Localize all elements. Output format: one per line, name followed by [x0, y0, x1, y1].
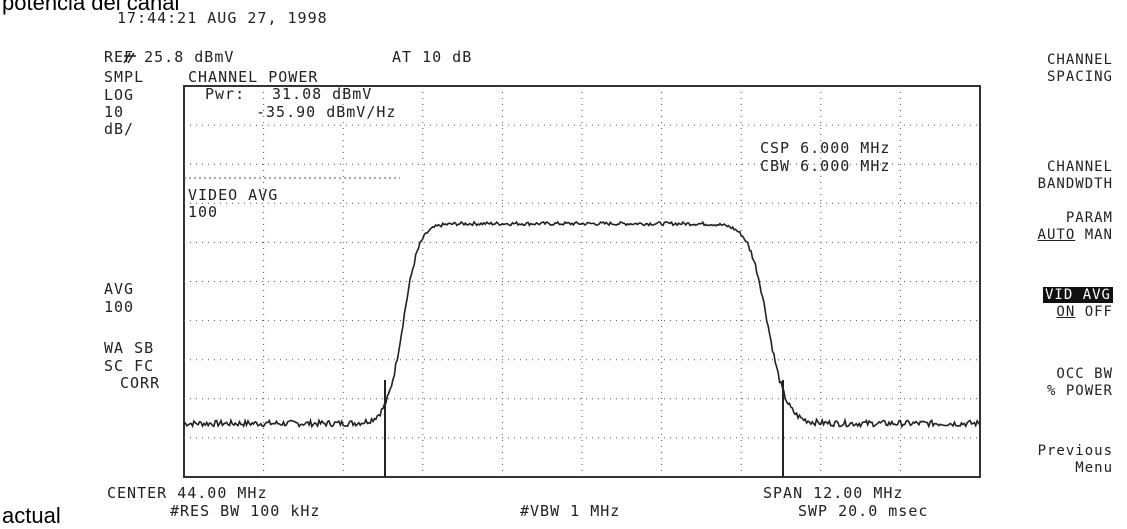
channel-bandwidth-softkey[interactable]: CHANNEL BANDWDTH	[1038, 159, 1113, 193]
occ-bw-line1: OCC BW	[1056, 366, 1113, 382]
video-avg-value: 100	[188, 203, 219, 221]
measurement-title: CHANNEL POWER	[188, 68, 319, 86]
center-frequency: CENTER 44.00 MHz	[107, 484, 268, 502]
sweep-time: SWP 20.0 msec	[798, 502, 929, 520]
vid-avg-off: OFF	[1084, 304, 1113, 320]
wa-sb: WA SB	[104, 339, 155, 357]
timestamp: 17:44:21 AUG 27, 1998	[117, 9, 328, 27]
caption-bottom: actual	[2, 503, 61, 528]
hp-logo-icon	[104, 30, 137, 64]
occ-bw-softkey[interactable]: OCC BW % POWER	[1047, 366, 1113, 400]
previous-menu-softkey[interactable]: Previous Menu	[1038, 443, 1113, 477]
scale-value: 10	[104, 103, 125, 121]
power-value: 31.08 dBmV	[272, 85, 373, 103]
channel-bandwidth-line2: BANDWDTH	[1037, 176, 1113, 192]
vid-avg-title: VID AVG	[1042, 287, 1113, 303]
avg-label: AVG	[104, 280, 135, 298]
frequency-span: SPAN 12.00 MHz	[763, 484, 904, 502]
scale-unit: dB/	[104, 120, 135, 138]
attenuation: AT 10 dB	[392, 48, 473, 66]
sample-mode: SMPL	[104, 68, 145, 86]
occ-bw-line2: % POWER	[1046, 383, 1113, 399]
power-density: -35.90 dBmV/Hz	[256, 103, 397, 121]
spectrum-trace	[183, 220, 981, 429]
avg-value: 100	[104, 298, 135, 316]
sc-fc: SC FC	[104, 357, 155, 375]
previous-menu-line2: Menu	[1075, 460, 1113, 476]
channel-spacing-readout: CSP 6.000 MHz	[760, 139, 891, 157]
channel-bandwidth-readout: CBW 6.000 MHz	[760, 157, 891, 175]
param-auto: AUTO	[1037, 227, 1076, 243]
channel-spacing-line2: SPACING	[1046, 69, 1113, 85]
param-man: MAN	[1084, 227, 1113, 243]
video-avg-label: VIDEO AVG	[188, 186, 279, 204]
param-title: PARAM	[1065, 210, 1113, 226]
graticule-grid	[184, 86, 980, 477]
channel-bandwidth-line1: CHANNEL	[1046, 159, 1113, 175]
video-bandwidth: #VBW 1 MHz	[520, 502, 621, 520]
caption-top: potencia del canal	[2, 0, 180, 15]
corr: CORR	[120, 374, 161, 392]
previous-menu-line1: Previous	[1037, 443, 1113, 459]
channel-spacing-line1: CHANNEL	[1046, 52, 1113, 68]
log-scale: LOG	[104, 86, 135, 104]
power-label: Pwr:	[205, 85, 246, 103]
ref-level: REF 25.8 dBmV	[104, 48, 235, 66]
resolution-bandwidth: #RES BW 100 kHz	[170, 502, 321, 520]
channel-spacing-softkey[interactable]: CHANNEL SPACING	[1047, 52, 1113, 86]
vid-avg-on: ON	[1056, 304, 1076, 320]
vid-avg-softkey[interactable]: VID AVG ON OFF	[1042, 287, 1113, 321]
param-softkey[interactable]: PARAM AUTO MAN	[1038, 210, 1113, 244]
